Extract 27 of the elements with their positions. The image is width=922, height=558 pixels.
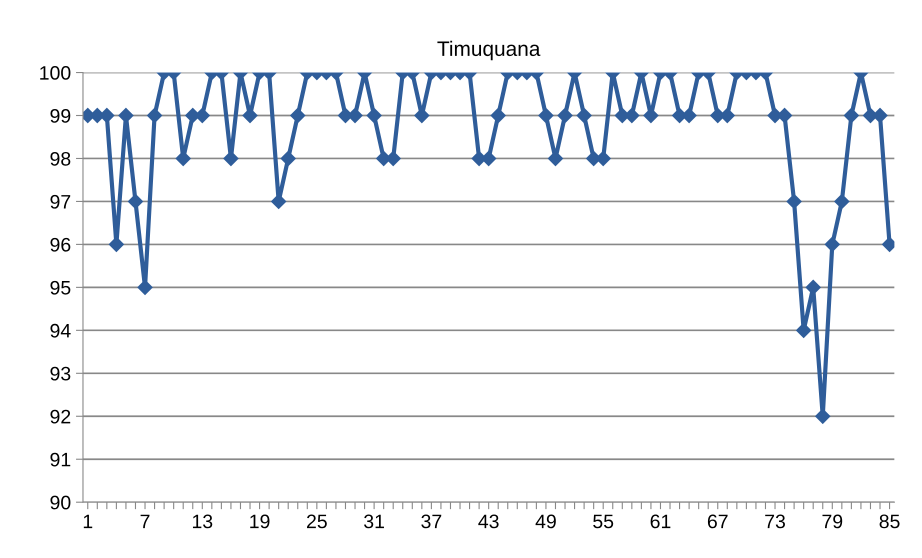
x-tick-label: 19 <box>250 514 270 528</box>
x-tick-label: 1 <box>84 514 92 528</box>
x-tick-label: 67 <box>708 514 728 528</box>
x-tick-label: 61 <box>650 514 670 528</box>
y-tick-label: 97 <box>50 194 70 209</box>
y-tick-label: 98 <box>50 152 70 166</box>
chart-title: Timuquana <box>437 40 540 60</box>
y-tick-label: 94 <box>50 324 71 338</box>
y-tick-label: 95 <box>50 280 70 295</box>
x-tick-label: 73 <box>765 514 785 528</box>
x-tick-label: 7 <box>140 514 150 528</box>
x-tick-label: 37 <box>421 514 442 528</box>
x-tick-label: 25 <box>307 514 327 528</box>
x-tick-label: 85 <box>880 514 900 528</box>
y-tick-label: 93 <box>50 366 70 381</box>
x-tick-label: 49 <box>536 514 556 528</box>
y-tick-label: 92 <box>50 410 70 424</box>
x-tick-label: 31 <box>364 514 384 528</box>
x-tick-label: 55 <box>593 514 614 528</box>
y-tick-label: 100 <box>40 66 70 80</box>
x-tick-label: 79 <box>822 514 842 528</box>
x-tick-label: 43 <box>478 514 499 528</box>
x-tick-label: 13 <box>192 514 212 528</box>
y-tick-label: 91 <box>50 452 70 466</box>
y-tick-label: 96 <box>50 238 70 252</box>
y-tick-label: 99 <box>50 108 70 123</box>
y-tick-label: 90 <box>50 496 70 510</box>
